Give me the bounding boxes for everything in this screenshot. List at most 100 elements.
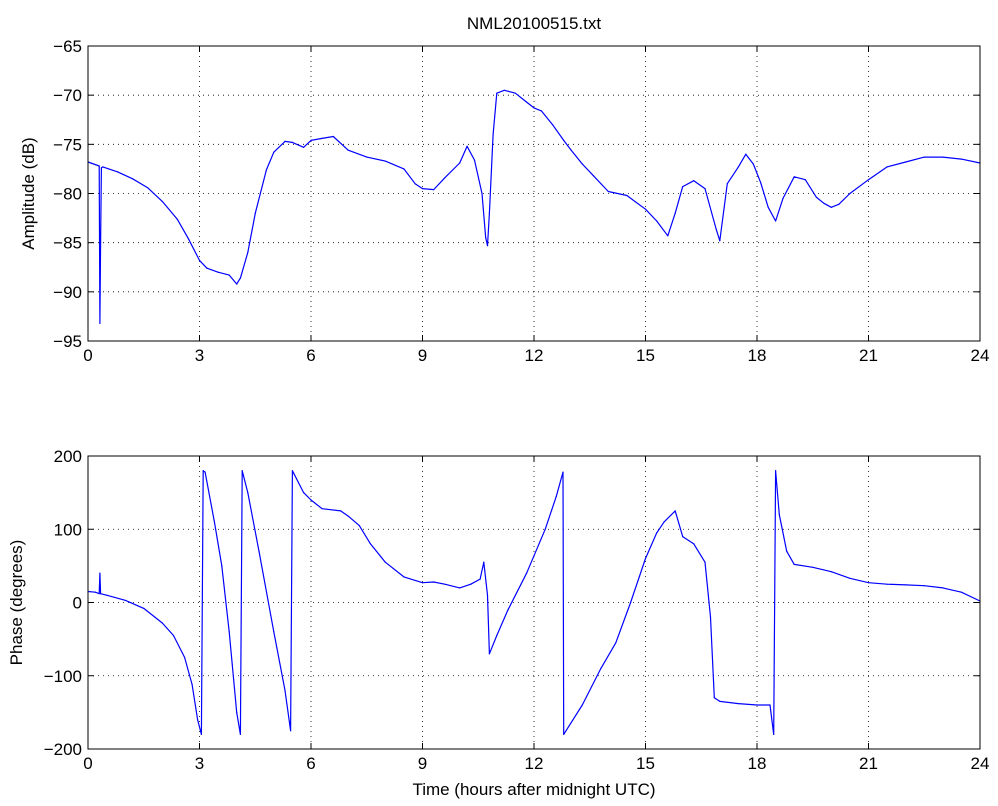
data-point [485,237,487,239]
data-point [102,166,104,168]
data-point [124,599,126,601]
data-point [321,137,323,139]
data-point [960,591,963,593]
data-point [905,161,907,163]
figure-title: NML20100515.txt [467,14,601,33]
data-point [403,168,405,170]
x-tick-label: 24 [971,346,990,365]
data-point [117,171,119,173]
data-point [886,583,888,585]
data-point [667,235,669,237]
data-point [682,186,684,188]
data-point [247,251,249,254]
data-point [769,704,771,706]
x-tick-label: 21 [859,754,878,773]
data-point [849,192,851,195]
data-point [503,89,505,91]
y-tick-label: −75 [53,135,82,154]
data-point [570,149,572,151]
data-point [347,515,349,517]
data-point [239,277,241,279]
data-point [459,587,461,589]
x-tick-label: 18 [748,754,767,773]
data-point [923,585,925,587]
data-point [905,584,907,586]
data-point [815,196,818,198]
data-point [719,700,721,703]
data-point [284,689,286,692]
data-point [540,110,543,112]
data-point [94,591,96,593]
data-point [737,703,740,705]
data-point [778,514,780,516]
data-point [581,704,583,706]
data-point [290,730,292,732]
data-point [161,200,163,202]
x-tick-label: 6 [306,754,315,773]
data-point [321,508,323,510]
data-point [656,220,658,222]
data-point [98,165,100,167]
data-point [265,169,267,171]
data-point [644,557,647,560]
data-point [793,563,795,566]
x-tick-label: 15 [636,754,655,773]
data-point [310,139,312,141]
data-point [726,183,728,185]
data-point [533,107,535,109]
data-point [479,578,481,580]
data-point [804,179,806,181]
data-point [303,146,305,148]
y-tick-label: 200 [54,447,82,466]
data-point [507,609,509,611]
x-tick-label: 12 [525,346,544,365]
x-tick-label: 3 [195,754,204,773]
data-point [488,212,490,214]
data-point [132,178,134,180]
data-point [213,521,215,523]
x-tick-label: 21 [859,346,878,365]
data-point [492,133,494,136]
data-point [563,139,565,141]
data-point [704,188,706,190]
data-point [100,242,102,244]
data-point [273,631,275,633]
data-point [752,163,754,165]
data-point [100,167,102,169]
y-tick-label: −100 [44,667,82,686]
data-point [704,561,706,563]
data-point [496,634,498,637]
data-point [191,683,193,686]
data-point [236,283,238,285]
data-point [626,194,628,197]
data-point [592,175,595,177]
x-tick-label: 9 [418,754,427,773]
data-point [202,470,204,472]
data-point [630,601,632,604]
data-point [369,543,372,545]
data-point [644,208,647,210]
data-point [867,582,870,584]
data-point [258,550,260,552]
data-point [674,510,676,512]
data-point [812,566,814,568]
data-point [849,577,851,579]
data-point [284,140,286,142]
data-point [656,532,658,534]
data-point [99,322,101,324]
data-point [830,571,832,573]
data-point [421,188,424,190]
data-point [526,101,528,103]
data-point [172,634,175,637]
data-point [254,212,256,214]
x-tick-label: 12 [525,754,544,773]
amplitude-plot: 0 3 6 9 12 15 18 21 24 −95 −90 −85 −80 −75 −70 −65 Ampli… [19,37,989,365]
data-point [767,206,769,208]
data-point [793,176,795,178]
data-point [444,177,446,179]
data-point [942,587,944,589]
data-point [563,733,565,736]
data-point [241,470,243,472]
x-tick-label: 3 [195,346,204,365]
